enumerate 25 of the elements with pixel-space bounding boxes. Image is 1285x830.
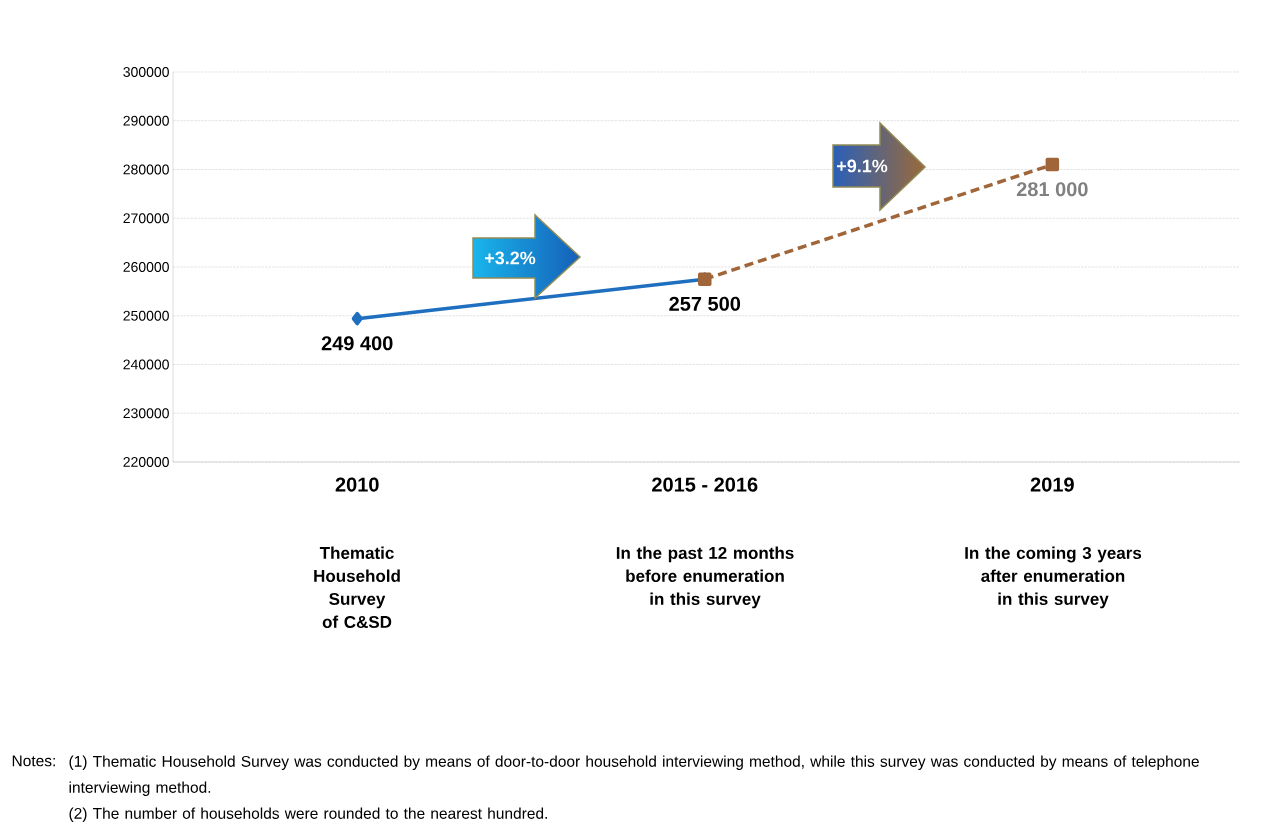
text: (1) Thematic Household Survey was conducted by means of door-to-door household interviewing method, while this survey was conducted by means of telephone interviewing method. <box>69 755 1199 796</box>
data-label: 249 400 <box>321 336 393 351</box>
text: Notes: <box>12 755 55 767</box>
y-tick-label: 300000 <box>123 67 169 77</box>
y-tick-label: 230000 <box>123 408 169 419</box>
annotation: +3.2% <box>484 251 536 265</box>
point <box>1045 157 1060 172</box>
y-tick-label: 290000 <box>123 115 169 126</box>
data-label: 281 000 <box>1016 182 1088 197</box>
y-tick-label: 260000 <box>123 262 169 272</box>
y-tick-label: 220000 <box>123 457 169 467</box>
y-tick-label: 250000 <box>123 310 169 321</box>
annotation: +9.1% <box>836 159 888 173</box>
y-tick-label: 270000 <box>123 213 169 224</box>
y-tick-label: 240000 <box>123 359 169 370</box>
x-tick-label: 2019 <box>1030 477 1074 492</box>
text: Thematic Household Survey of C&SD <box>314 546 400 628</box>
y-tick-label: 280000 <box>123 164 169 175</box>
point <box>351 311 363 326</box>
text: (2) The number of households were rounded to the nearest hundred. <box>69 807 547 822</box>
x-tick-label: 2015 - 2016 <box>652 477 758 492</box>
data-label: 257 500 <box>669 296 741 311</box>
text: In the coming 3 years after enumeration in this survey <box>965 546 1142 609</box>
text: In the past 12 months before enumeration in this survey <box>616 546 794 609</box>
x-tick-label: 2010 <box>335 477 379 492</box>
